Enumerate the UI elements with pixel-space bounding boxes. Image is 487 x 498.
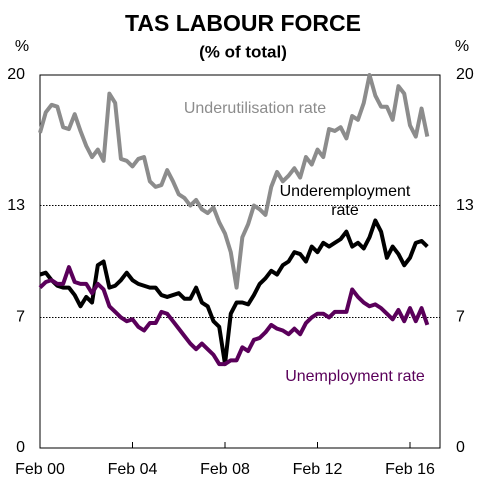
x-tick-label: Feb 04 [108,461,158,478]
x-tick-label: Feb 00 [15,461,65,478]
series-label: Underemployment rate [279,183,411,219]
y2-tick-label: 13 [456,197,474,214]
y-tick-label: 0 [16,439,25,456]
chart-title: TAS LABOUR FORCE [125,10,361,36]
y-axis-label: % [15,38,29,55]
y-tick-label: 13 [7,197,25,214]
x-tick-label: Feb 08 [200,461,250,478]
series-label: Unemployment rate [285,368,425,385]
series-line [38,73,430,290]
y2-tick-label: 0 [456,439,465,456]
plot-frame [39,74,441,449]
series-label: Underutilisation rate [183,100,327,117]
y-tick-label: 20 [7,66,25,83]
y2-axis-label: % [455,38,469,55]
x-tick-label: Feb 16 [385,461,435,478]
x-tick-label: Feb 12 [293,461,343,478]
series-line [38,265,430,367]
y2-tick-label: 20 [456,66,474,83]
chart-subtitle: (% of total) [199,42,287,61]
series-line [39,218,429,367]
y2-tick-label: 7 [456,309,465,326]
y-tick-label: 7 [16,309,25,326]
